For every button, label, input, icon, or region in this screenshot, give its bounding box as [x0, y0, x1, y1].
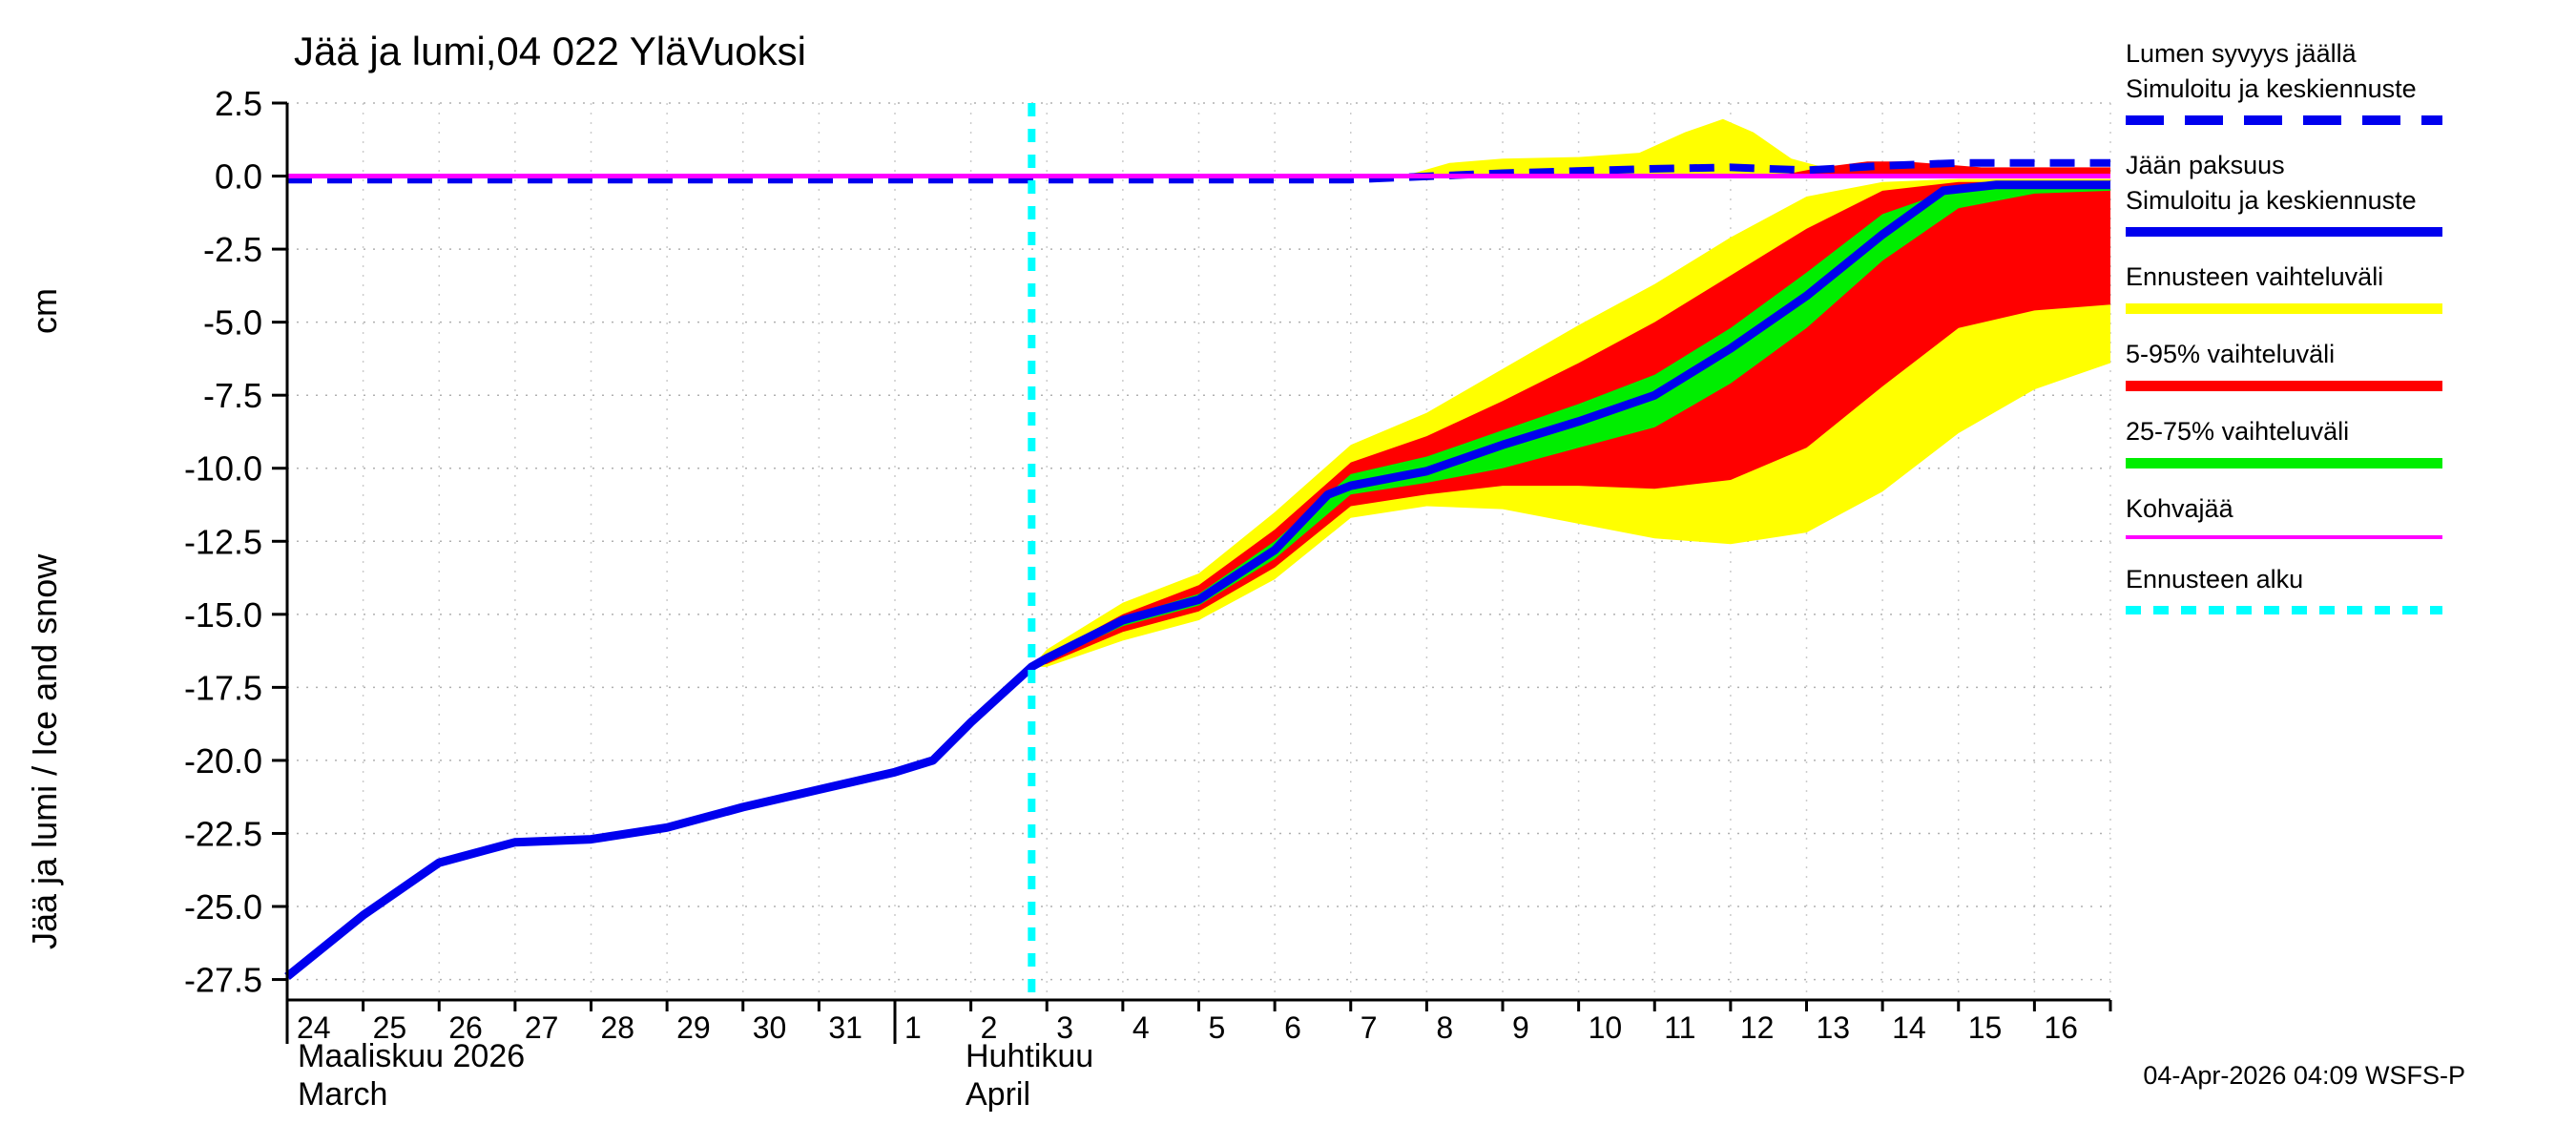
legend-swatch-cyan-dashed	[2126, 606, 2442, 614]
x-tick-label: 11	[1664, 1010, 1695, 1045]
legend-label: Ennusteen vaihteluväli	[2126, 262, 2384, 291]
legend-entry-ice-thickness: Jään paksuus Simuloitu ja keskiennuste	[2126, 148, 2565, 237]
y-tick-label: -27.5	[184, 961, 262, 1000]
legend-entry-forecast-start: Ennusteen alku	[2126, 562, 2565, 614]
x-tick-label: 3	[1056, 1010, 1073, 1045]
x-tick-label: 26	[448, 1010, 483, 1045]
y-tick-label: -15.0	[184, 595, 262, 635]
x-tick-label: 2	[981, 1010, 998, 1045]
x-tick-label: 31	[828, 1010, 862, 1045]
month-label-march-en: March	[298, 1076, 388, 1113]
x-tick-label: 6	[1284, 1010, 1301, 1045]
legend-swatch-blue-solid	[2126, 227, 2442, 237]
month-label-april-en: April	[966, 1076, 1031, 1113]
legend-entry-range-5-95: 5-95% vaihteluväli	[2126, 337, 2565, 391]
y-tick-label: -25.0	[184, 887, 262, 926]
y-tick-label: -22.5	[184, 814, 262, 853]
legend-entry-range-25-75: 25-75% vaihteluväli	[2126, 414, 2565, 468]
x-tick-label: 28	[601, 1010, 635, 1045]
x-tick-label: 9	[1512, 1010, 1529, 1045]
y-tick-label: -7.5	[203, 376, 262, 415]
legend-entry-snow-depth: Lumen syvyys jäällä Simuloitu ja keskienn…	[2126, 36, 2565, 125]
chart-title: Jää ja lumi,04 022 YläVuoksi	[294, 29, 806, 73]
y-tick-label: -2.5	[203, 230, 262, 269]
snow-depth-line	[287, 158, 2110, 184]
y-tick-label: -17.5	[184, 668, 262, 707]
x-tick-label: 13	[1817, 1010, 1851, 1045]
legend-entry-kohvajaa: Kohvajää	[2126, 491, 2565, 539]
legend-swatch-green	[2126, 458, 2442, 468]
x-tick-label: 7	[1361, 1010, 1378, 1045]
ice-thickness-line	[284, 180, 2110, 981]
x-tick-label: 29	[676, 1010, 711, 1045]
x-tick-label: 14	[1892, 1010, 1926, 1045]
legend-label: Ennusteen alku	[2126, 565, 2304, 593]
x-tick-label: 24	[297, 1010, 331, 1045]
legend-label: Jään paksuus	[2126, 151, 2285, 179]
legend: Lumen syvyys jäällä Simuloitu ja keskienn…	[2126, 36, 2565, 614]
y-tick-labels: 2.5 0.0 -2.5 -5.0 -7.5 -10.0 -12.5 -15.0 -17.5 -2…	[184, 84, 262, 1000]
axes	[272, 101, 2112, 1044]
y-tick-label: -10.0	[184, 449, 262, 489]
x-tick-label: 12	[1740, 1010, 1775, 1045]
legend-label: Lumen syvyys jäällä	[2126, 39, 2357, 68]
legend-label: 25-75% vaihteluväli	[2126, 417, 2350, 446]
x-tick-label: 30	[753, 1010, 787, 1045]
x-tick-label: 5	[1209, 1010, 1226, 1045]
month-label-march-fi: Maaliskuu 2026	[298, 1038, 526, 1074]
legend-label: 5-95% vaihteluväli	[2126, 340, 2336, 368]
forecast-bands	[1031, 118, 2110, 667]
legend-swatch-blue-dashed	[2126, 115, 2442, 125]
x-tick-label: 25	[373, 1010, 407, 1045]
y-tick-label: 0.0	[215, 157, 262, 197]
band-snow-forecast-range-yellow	[1403, 118, 2110, 177]
y-tick-label: 2.5	[215, 84, 262, 123]
y-tick-label: -12.5	[184, 522, 262, 561]
x-tick-label: 4	[1132, 1010, 1150, 1045]
month-label-april-fi: Huhtikuu	[966, 1038, 1094, 1074]
x-tick-labels: 24 25 26 27 28 29 30 31 1 2 3 4 5 6 7 8 9 10 11 12 13 14 15 16	[297, 1010, 2078, 1045]
x-tick-label: 1	[904, 1010, 922, 1045]
x-tick-label: 27	[525, 1010, 559, 1045]
legend-swatch-red	[2126, 381, 2442, 391]
timestamp: 04-Apr-2026 04:09 WSFS-P	[2143, 1061, 2465, 1090]
x-tick-label: 8	[1436, 1010, 1453, 1045]
x-tick-label: 10	[1589, 1010, 1623, 1045]
legend-label: Simuloitu ja keskiennuste	[2126, 186, 2417, 215]
legend-swatch-magenta	[2126, 535, 2442, 539]
x-tick-label: 16	[2044, 1010, 2078, 1045]
legend-swatch-yellow	[2126, 303, 2442, 314]
y-tick-label: -5.0	[203, 303, 262, 343]
legend-label: Kohvajää	[2126, 494, 2233, 523]
y-tick-label: -20.0	[184, 741, 262, 781]
x-tick-label: 15	[1968, 1010, 2003, 1045]
legend-entry-forecast-range: Ennusteen vaihteluväli	[2126, 260, 2565, 314]
legend-label: Simuloitu ja keskiennuste	[2126, 74, 2417, 103]
